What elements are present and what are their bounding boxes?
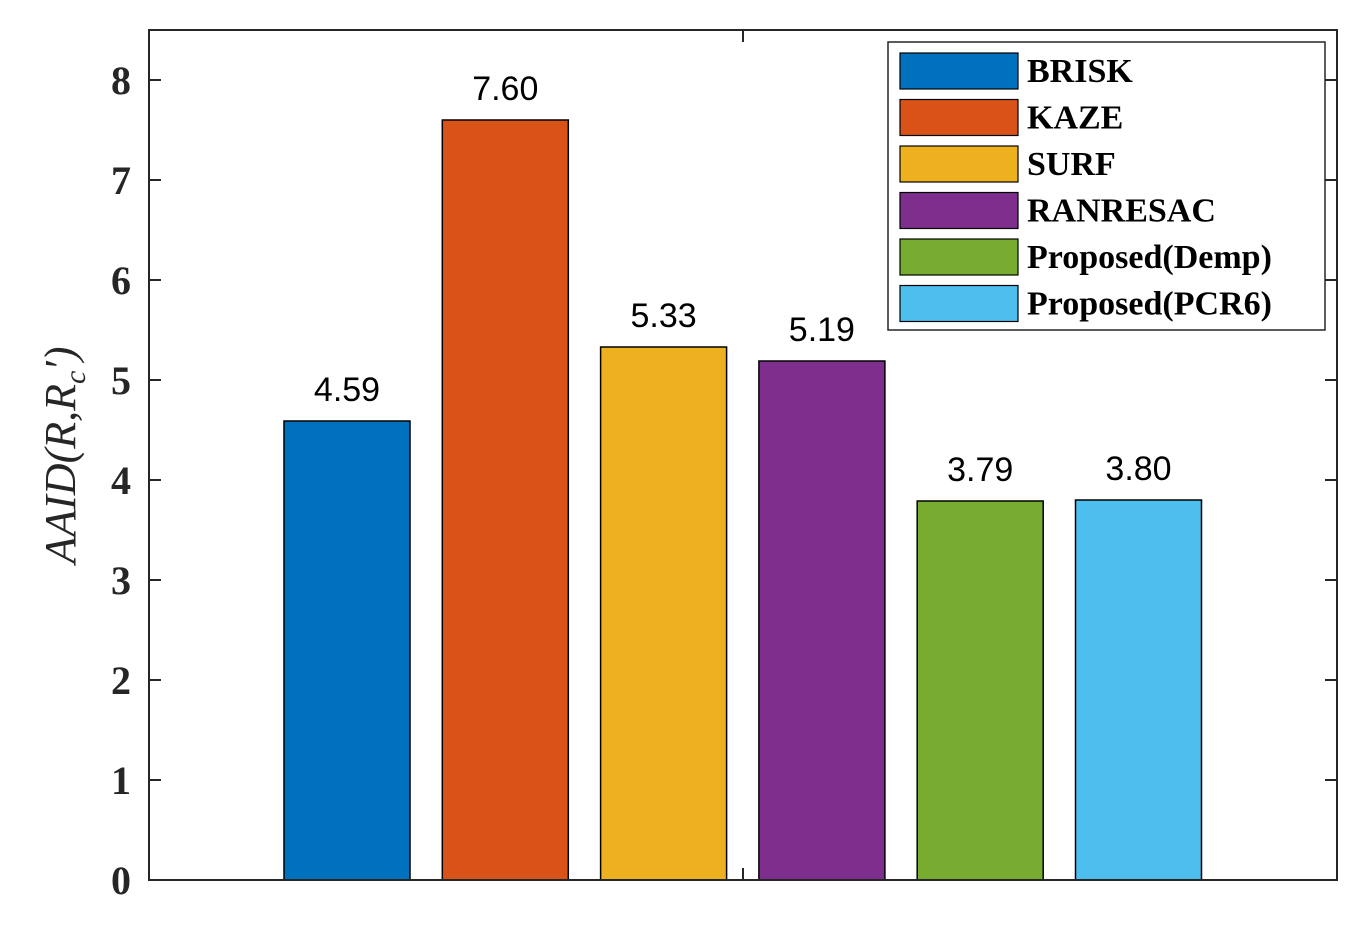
data-labels-group: 4.59 7.60 5.33 5.19 3.79 3.80 bbox=[314, 70, 1172, 489]
legend-label: BRISK bbox=[1027, 53, 1133, 90]
bar-ranresac bbox=[758, 360, 886, 881]
legend-box bbox=[887, 41, 1326, 331]
y-axis-label-tail: ′) bbox=[36, 346, 85, 370]
bar-kaze bbox=[441, 119, 570, 881]
bar-proposed-demp bbox=[916, 500, 1044, 881]
y-tick-label: 5 bbox=[111, 358, 131, 403]
legend-swatch bbox=[899, 284, 1019, 323]
bar-brisk bbox=[283, 420, 411, 881]
y-tick-label: 8 bbox=[111, 58, 131, 103]
legend-swatch bbox=[899, 52, 1019, 90]
plot-frame bbox=[148, 29, 1338, 881]
y-tick-labels: 0 1 2 3 4 5 6 7 8 bbox=[111, 58, 131, 903]
y-tick-label: 3 bbox=[111, 558, 131, 603]
y-tick-label: 1 bbox=[111, 758, 131, 803]
legend-label: KAZE bbox=[1027, 100, 1123, 137]
y-tick-label: 4 bbox=[111, 458, 131, 503]
bars-group bbox=[283, 119, 1203, 881]
data-label: 5.33 bbox=[631, 297, 697, 335]
y-tick-label: 7 bbox=[111, 158, 131, 203]
y-axis-label: AAID(R,Rc′) bbox=[36, 346, 92, 566]
data-label: 7.60 bbox=[472, 70, 538, 108]
data-label: 4.59 bbox=[314, 371, 380, 409]
axes-ticks bbox=[149, 30, 1337, 881]
legend-label: SURF bbox=[1027, 146, 1116, 183]
legend-swatch bbox=[899, 98, 1019, 137]
y-tick-label: 0 bbox=[111, 858, 131, 903]
bar-proposed-pcr6 bbox=[1074, 499, 1203, 881]
y-tick-label: 6 bbox=[111, 258, 131, 303]
legend-swatch bbox=[899, 145, 1019, 183]
y-axis-label-subscript: c bbox=[59, 371, 92, 384]
y-axis-label-main: AAID(R,R bbox=[36, 384, 85, 567]
data-label: 3.79 bbox=[947, 451, 1013, 489]
legend-swatch bbox=[899, 191, 1019, 230]
legend-label: Proposed(PCR6) bbox=[1027, 286, 1272, 323]
bar-surf bbox=[599, 346, 728, 881]
legend-label: RANRESAC bbox=[1027, 193, 1216, 230]
legend: BRISK KAZE SURF RANRESAC Proposed(Demp) Propo… bbox=[887, 41, 1326, 331]
legend-swatch bbox=[899, 238, 1019, 276]
data-label: 5.19 bbox=[789, 311, 855, 349]
y-tick-label: 2 bbox=[111, 658, 131, 703]
legend-label: Proposed(Demp) bbox=[1027, 239, 1272, 276]
data-label: 3.80 bbox=[1105, 450, 1171, 488]
